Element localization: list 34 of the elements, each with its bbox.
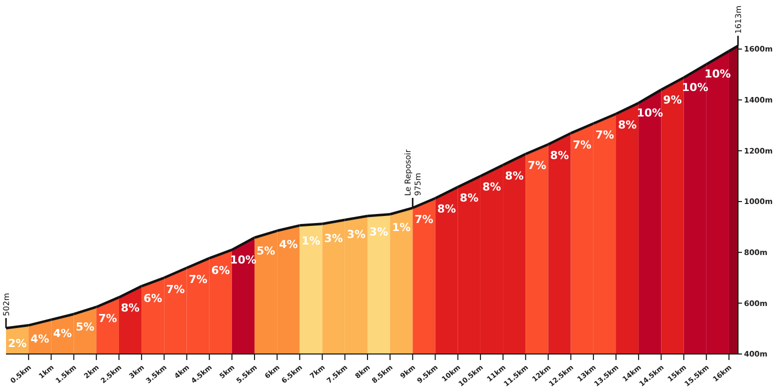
annotation: 1% — [392, 221, 411, 234]
annotation: 7% — [166, 282, 185, 296]
annotation: 7% — [414, 213, 434, 226]
annotation: 7% — [572, 138, 592, 152]
annotation: 5% — [76, 320, 94, 334]
annotation: 3% — [324, 232, 343, 245]
annotation: 10% — [682, 80, 708, 94]
annotation: 6% — [144, 292, 162, 306]
annotation: 4% — [30, 332, 50, 346]
annotation: 8% — [120, 302, 140, 315]
annotation: 8% — [504, 170, 524, 183]
annotation: 10% — [704, 68, 731, 81]
annotation: 7% — [98, 312, 118, 326]
annotation: 502m — [2, 292, 11, 316]
annotation: 3% — [346, 228, 366, 242]
annotation: 10% — [636, 106, 664, 120]
annotation: 9% — [663, 94, 682, 107]
annotation: 1% — [302, 234, 320, 248]
annotation: 8% — [437, 202, 456, 216]
annotation: 8% — [550, 148, 569, 162]
annotation: 2% — [8, 336, 27, 350]
annotation: 4% — [279, 238, 298, 252]
annotation: 1613m — [734, 5, 743, 34]
annotation: Le Reposoir 975m — [404, 148, 423, 196]
annotation: 7% — [188, 273, 208, 286]
annotation: 7% — [528, 159, 546, 172]
annotation: 7% — [595, 128, 614, 142]
annotation: 8% — [618, 118, 637, 132]
annotation: 8% — [482, 180, 502, 194]
annotation: 5% — [256, 244, 276, 258]
annotation: 6% — [211, 264, 230, 278]
annotation: 4% — [53, 326, 72, 340]
annotation: 3% — [369, 225, 388, 238]
annotation: 8% — [460, 192, 478, 205]
